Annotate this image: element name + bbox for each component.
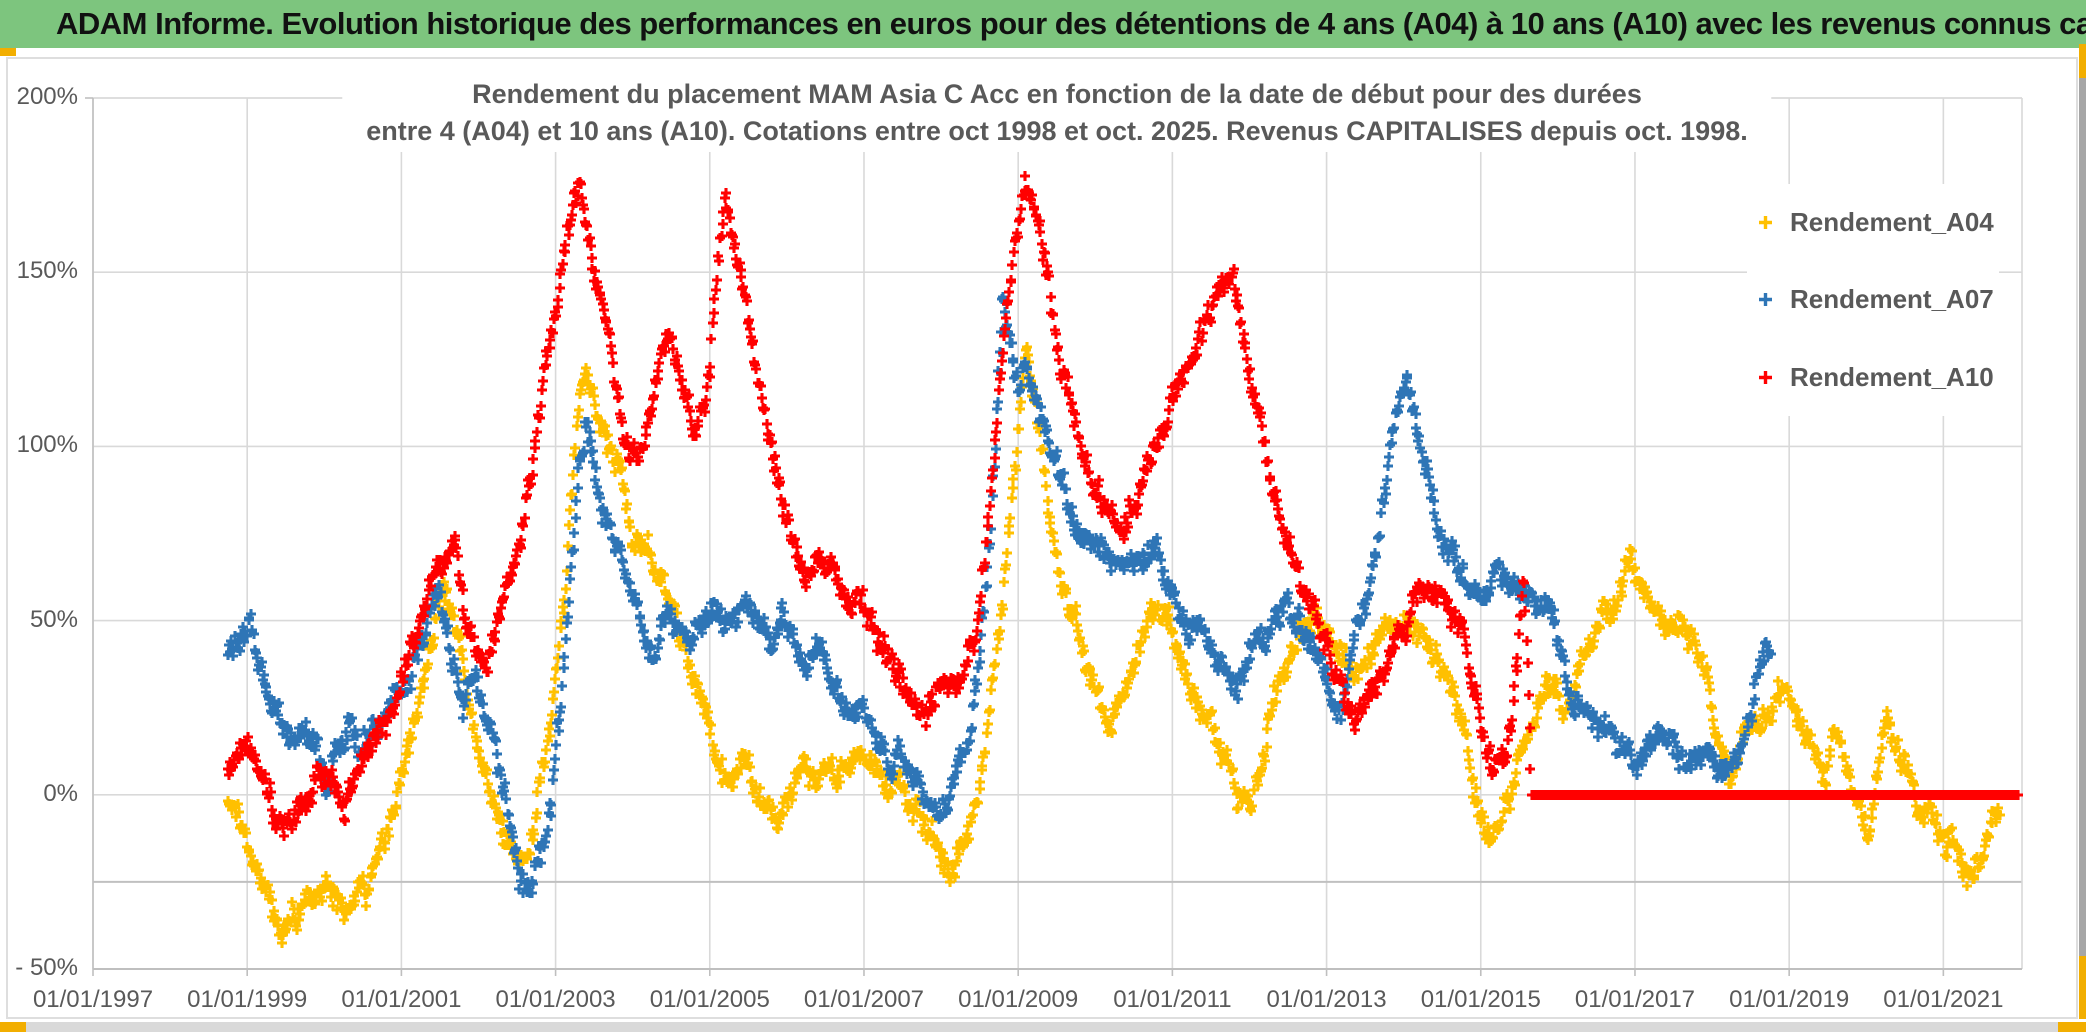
y-axis-tick-label: 0% [43,779,78,807]
x-axis-tick-label: 01/01/1997 [32,986,154,1013]
scrollbar-strip[interactable] [0,1022,2086,1032]
plus-marker-icon [1759,370,1772,384]
x-axis-tick-label: 01/01/1999 [187,986,308,1013]
legend-label-a04: Rendement_A04 [1790,207,1994,238]
y-axis-tick-label: 150% [16,257,78,285]
x-axis-tick-label: 01/01/2015 [1420,986,1541,1013]
y-axis-tick-label: - 50% [15,954,78,981]
plus-marker-icon [1759,293,1772,307]
legend-item-a10[interactable]: Rendement_A10 [1747,362,1999,393]
x-axis-tick-label: 01/01/2021 [1883,986,2004,1013]
x-axis-tick-label: 01/01/2007 [803,986,925,1013]
x-axis-tick-label: 01/01/2005 [649,986,770,1013]
selection-accent-bottom-left [0,1022,26,1032]
series-Rendement_A10 [223,171,2023,841]
y-axis-tick-label: 100% [16,431,78,459]
selection-accent-top-right [2079,44,2086,78]
header-title: ADAM Informe. Evolution historique des p… [56,6,2086,41]
plus-marker-icon [1759,216,1772,230]
x-axis-tick-label: 01/01/2003 [495,986,616,1013]
legend-item-a07[interactable]: Rendement_A07 [1747,284,1999,315]
x-axis-tick-label: 01/01/2019 [1729,986,1850,1013]
legend-label-a07: Rendement_A07 [1790,284,1994,315]
header-bar: ADAM Informe. Evolution historique des p… [0,0,2086,48]
x-axis-tick-label: 01/01/2011 [1113,986,1232,1013]
chart-title: Rendement du placement MAM Asia C Acc en… [342,74,1772,152]
right-edge-strip [2079,78,2086,956]
y-axis-tick-label: 50% [29,605,78,633]
selection-accent-top-left [0,48,16,56]
legend[interactable]: Rendement_A04 Rendement_A07 Rendement_A1… [1747,184,1999,416]
x-axis-tick-label: 01/01/2001 [341,986,462,1013]
selection-accent-bottom-strip-right [2058,1022,2086,1032]
x-axis-tick-label: 01/01/2017 [1574,986,1696,1013]
legend-item-a04[interactable]: Rendement_A04 [1747,207,1999,238]
series-Rendement_A04 [223,342,2005,948]
selection-accent-bottom-right [2079,956,2086,1022]
legend-label-a10: Rendement_A10 [1790,361,1994,392]
sheet-gap [0,1019,2086,1022]
chart-title-line1: Rendement du placement MAM Asia C Acc en… [472,79,1642,109]
chart-object[interactable] [6,57,2078,1019]
chart-title-line2: entre 4 (A04) et 10 ans (A10). Cotations… [366,116,1748,146]
y-axis-tick-label: 200% [16,83,78,110]
x-axis-tick-label: 01/01/2013 [1266,986,1387,1013]
x-axis-tick-label: 01/01/2009 [958,986,1079,1013]
